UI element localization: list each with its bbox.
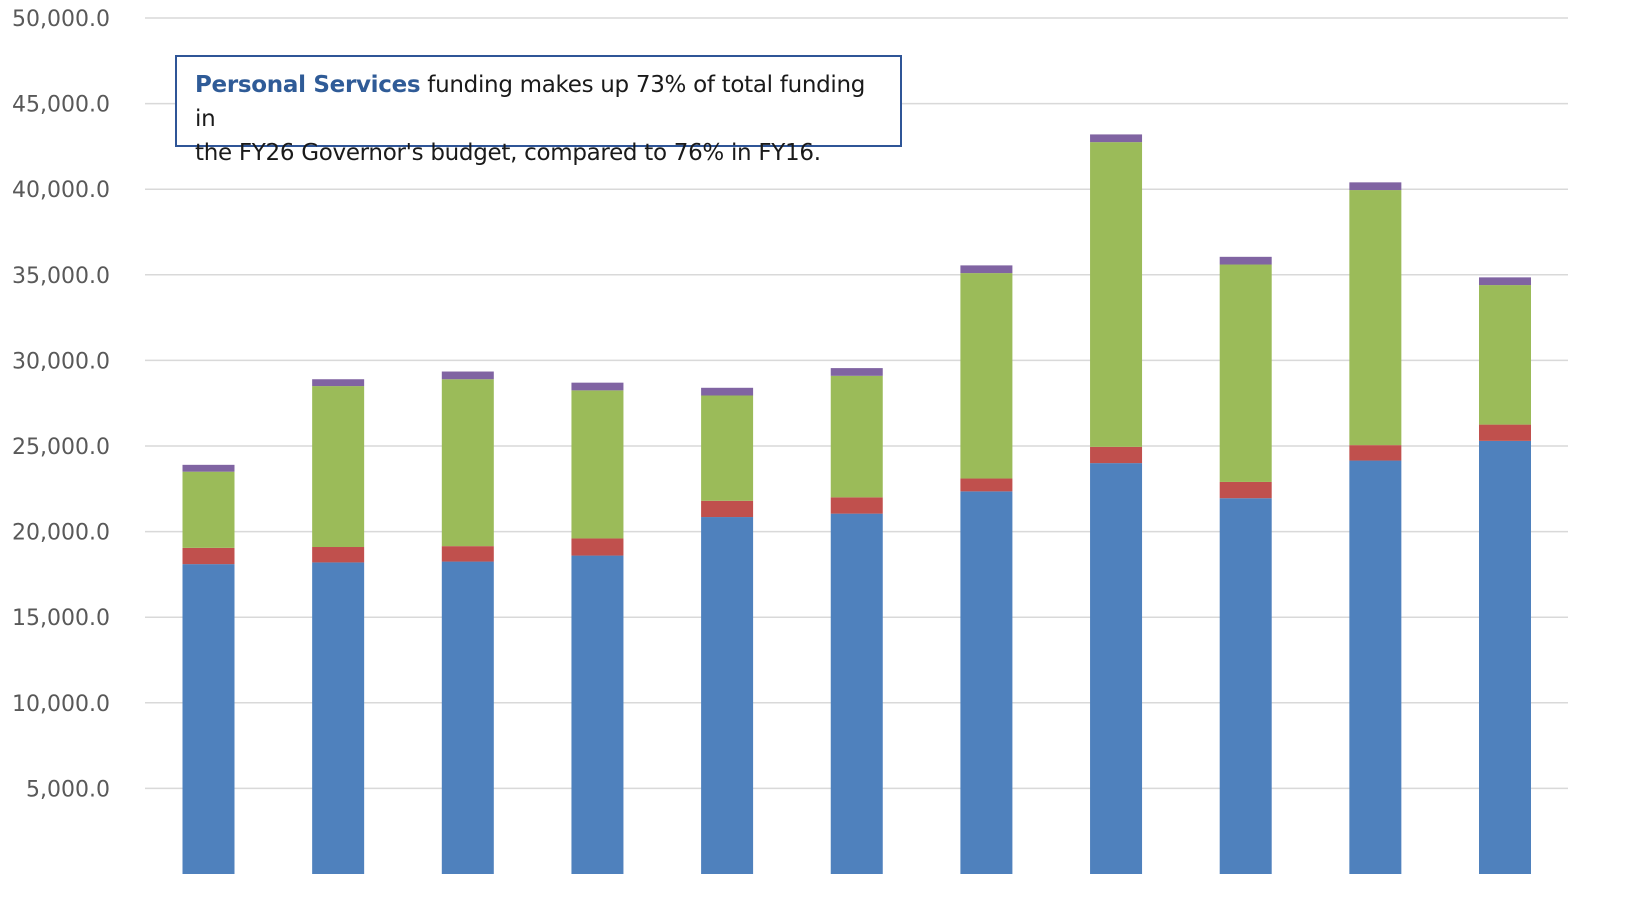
y-tick-label: 30,000.0 [12,349,110,374]
bar-segment-2 [830,497,883,514]
y-tick-label: 50,000.0 [12,7,110,32]
bar-segment-3 [960,273,1013,479]
bar-segment-4 [312,379,365,387]
y-tick-label: 20,000.0 [12,521,110,546]
bar-segment-2 [1090,446,1143,464]
bar-segment-4 [960,265,1013,274]
y-tick-label: 40,000.0 [12,178,110,203]
annotation-line-1: funding makes up 73% of total funding in [195,72,866,132]
bar-segment-1 [960,491,1013,874]
bar-segment-3 [1219,264,1272,482]
annotation-line-2: the FY26 Governor's budget, compared to … [195,140,821,166]
bar-segment-1 [1090,463,1143,874]
bar-segment-4 [441,371,494,380]
bar-segment-2 [571,538,624,556]
annotation-callout: Personal Services funding makes up 73% o… [175,55,902,166]
y-tick-label: 25,000.0 [12,435,110,460]
bar-segment-3 [1479,285,1531,425]
bar-segment-2 [182,547,235,565]
bar-segment-2 [312,547,365,563]
bar-segment-1 [1479,440,1531,874]
y-tick-label: 45,000.0 [12,93,110,118]
y-axis-tick-labels: 5,000.0 10,000.0 15,000.0 20,000.0 25,000.0 3… [12,7,110,802]
bar-segment-4 [182,464,235,472]
y-tick-label: 35,000.0 [12,264,110,289]
bar-segment-2 [1479,424,1531,441]
bar-segment-2 [960,478,1013,492]
bar-segment-2 [1349,445,1402,461]
bar-segment-4 [1090,134,1143,143]
bar-segment-3 [701,395,754,501]
bar-segment-2 [1219,481,1272,499]
bar-segment-4 [830,368,883,376]
bar-segment-3 [312,386,365,548]
bar-segment-3 [441,379,494,547]
bar-segment-1 [1349,460,1402,874]
bar-segment-4 [1219,256,1272,265]
bars [182,134,1531,874]
bar-segment-1 [182,564,235,874]
bar-segment-3 [182,471,235,548]
bar-segment-4 [701,387,754,396]
bar-segment-4 [571,382,624,391]
bar-segment-1 [441,561,494,874]
bar-segment-2 [441,546,494,562]
bar-segment-3 [1090,142,1143,447]
y-tick-label: 5,000.0 [26,777,110,802]
annotation-highlight: Personal Services [195,72,421,98]
bar-segment-1 [830,513,883,874]
bar-segment-4 [1349,182,1402,191]
y-tick-label: 15,000.0 [12,606,110,631]
bar-segment-1 [1219,498,1272,874]
bar-segment-4 [1479,277,1531,286]
bar-segment-1 [312,562,365,874]
y-tick-label: 10,000.0 [12,692,110,717]
bar-segment-3 [1349,190,1402,446]
bar-segment-3 [571,390,624,539]
bar-segment-1 [571,555,624,874]
bar-segment-1 [701,517,754,874]
bar-segment-2 [701,500,754,518]
bar-segment-3 [830,375,883,498]
